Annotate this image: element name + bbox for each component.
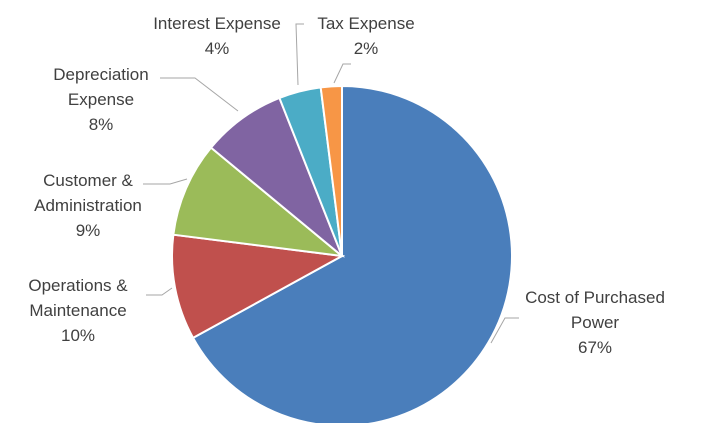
slice-category-label: Expense [68,90,134,109]
slice-value-label: 8% [89,115,114,134]
leader-line [333,63,351,84]
slice-category-label: Maintenance [29,301,126,320]
pie-slice [170,233,346,340]
pie-slice [191,84,513,423]
slice-category-label: Interest Expense [153,14,281,33]
slice-category-label: Cost of Purchased [525,288,665,307]
slice-category-label: Power [571,313,620,332]
slice-category-label: Customer & [43,171,133,190]
slice-category-label: Operations & [28,276,128,295]
pie-slice [319,84,343,257]
pie-slices [170,84,513,423]
leader-line [146,287,173,296]
leader-line [160,77,239,112]
slice-value-label: 10% [61,326,95,345]
pie-slice [172,146,346,258]
leader-line [490,317,519,344]
slice-category-label: Depreciation [53,65,148,84]
slice-category-label: Tax Expense [317,14,414,33]
leader-line [143,178,188,185]
slice-value-label: 9% [76,221,101,240]
slice-value-label: 4% [205,39,230,58]
slice-labels: Cost of Purchased Power 67% Operations & Mai… [28,14,665,357]
slice-value-label: 2% [354,39,379,58]
leader-line [295,23,304,86]
slice-value-label: 67% [578,338,612,357]
slice-category-label: Administration [34,196,142,215]
leader-lines [143,23,519,344]
